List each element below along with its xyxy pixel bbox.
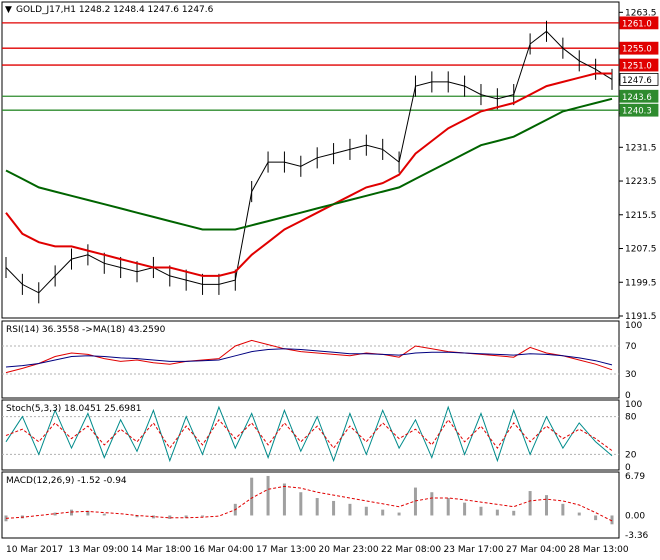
stoch-panel-frame [1,399,620,471]
rsi-panel-frame [1,320,620,399]
stoch-signal-line [5,418,613,452]
rsi-series-layer [2,339,619,375]
stoch-axis-label: 100 [625,400,642,410]
rsi-ma-line [5,348,613,368]
chart-symbol-header: GOLD_J17,H1 1248.2 1248.4 1247.6 1247.6 [16,5,214,15]
macd-axis-label: 6.79 [625,472,645,482]
rsi-axis-label: 0 [625,391,631,401]
macd-axis-label: -3.36 [625,531,649,541]
price-tag-box [619,58,659,72]
price-axis-label: 1215.5 [625,211,657,221]
price-tag-label: 1255.0 [622,45,652,55]
time-axis-label: 16 Mar 04:00 [194,545,254,555]
rsi-line [5,339,613,374]
time-axis-label: 17 Mar 13:00 [256,545,316,555]
price-tag-box [619,89,659,103]
price-axis-label: 1263.5 [625,8,657,18]
time-axis-label: 20 Mar 23:00 [319,545,379,555]
macd-panel-frame [1,471,620,539]
time-axis-label: 14 Mar 18:00 [131,545,191,555]
time-axis-label: 13 Mar 09:00 [69,545,129,555]
time-axis-label: 28 Mar 13:00 [569,545,629,555]
price-tag-box [619,72,659,86]
time-axis-label: 10 Mar 2017 [6,545,63,555]
time-axis-label: 27 Mar 04:00 [506,545,566,555]
price-tag-box [619,16,659,30]
macd-header: MACD(12,26,9) -1.52 -0.94 [6,476,127,486]
price-tag-box [619,41,659,55]
rsi-axis-label: 100 [625,321,642,331]
dropdown-triangle-icon[interactable]: ▼ [5,5,12,15]
stoch-axis-label: 20 [625,450,637,460]
price-axis-label: 1223.5 [625,177,657,187]
rsi-axis-label: 30 [625,370,637,380]
macd-axis-label: 0.00 [625,511,645,521]
green-moving-average-line [5,97,613,231]
stoch-axis-label: 80 [625,413,637,423]
price-tag-box [619,103,659,117]
price-axis-label: 1191.5 [625,312,657,322]
axis-labels-layer: 1263.51255.51247.51239.51231.51223.51215… [6,8,659,555]
price-tag-label: 1247.6 [622,76,652,86]
price-tag-label: 1243.6 [622,93,652,103]
stoch-series-layer [2,405,619,463]
price-close-line [5,30,613,294]
red-moving-average-line [5,72,612,277]
stoch-axis-label: 0 [625,463,631,473]
rsi-axis-label: 70 [625,342,637,352]
time-axis-label: 22 Mar 08:00 [381,545,441,555]
stoch-header: Stoch(5,3,3) 18.0451 25.6981 [6,404,141,414]
macd-series-layer [4,475,614,525]
macd-signal-line [5,485,613,522]
price-tag-label: 1240.3 [622,107,652,117]
price-axis-label: 1231.5 [625,143,657,153]
time-axis-label: 23 Mar 17:00 [444,545,504,555]
price-tag-label: 1251.0 [622,62,652,72]
price-series-layer [2,20,619,304]
price-axis-label: 1207.5 [625,245,657,255]
price-tag-label: 1261.0 [622,19,652,29]
price-panel-frame [1,1,620,319]
price-axis-label: 1199.5 [625,278,657,288]
rsi-header: RSI(14) 36.3558 ->MA(18) 43.2590 [6,325,166,335]
